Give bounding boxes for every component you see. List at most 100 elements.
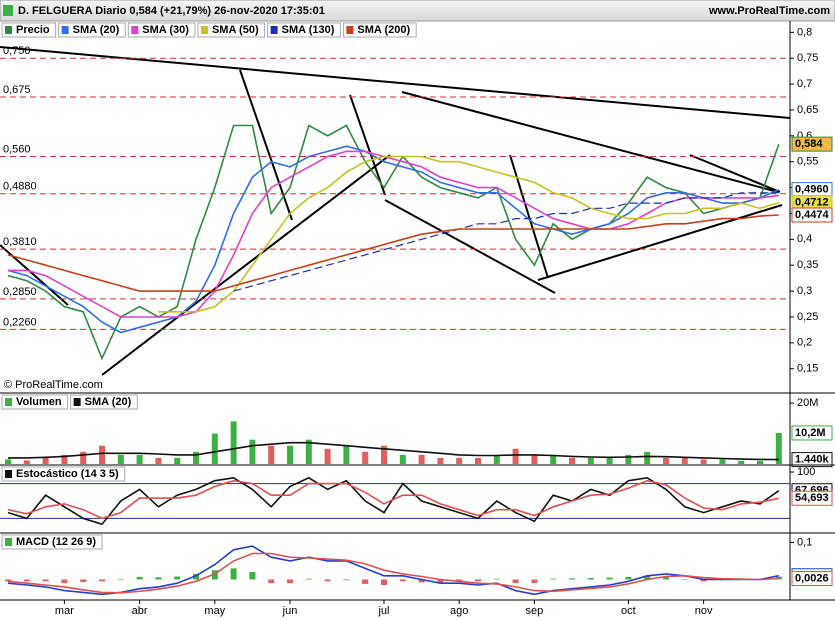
- bar: [531, 454, 538, 464]
- bar: [362, 451, 369, 464]
- legend-label: SMA (50): [212, 24, 259, 36]
- bar: [362, 579, 369, 584]
- bar: [738, 460, 745, 464]
- bar: [775, 432, 782, 464]
- bar: [531, 579, 538, 584]
- series-line: [7, 552, 779, 594]
- trend-lines: [0, 46, 791, 376]
- legend-box: [1, 466, 126, 482]
- trend-line: [401, 91, 779, 193]
- legend-label: Estocástico (14 3 5): [16, 468, 119, 480]
- bar: [324, 448, 331, 464]
- trend-line: [101, 154, 391, 376]
- level-label: 0,2850: [3, 286, 37, 298]
- y-tick-label: 0,35: [797, 259, 818, 271]
- legend-entry: Precio: [1, 22, 57, 38]
- bar: [437, 457, 444, 464]
- bar: [117, 454, 124, 464]
- bar: [268, 445, 275, 464]
- bar: [399, 454, 406, 464]
- series-line: [8, 150, 779, 318]
- series-line: [7, 476, 780, 526]
- legend-entry: SMA (200): [342, 22, 417, 38]
- y-tick-label: 0,1: [797, 536, 812, 548]
- bar: [211, 570, 218, 580]
- legend-label: SMA (30): [142, 24, 189, 36]
- bar: [418, 454, 425, 464]
- header-title: D. FELGUERA Diario 0,584 (+21,79%) 26-no…: [18, 5, 325, 17]
- y-tick-label: 0,2: [797, 337, 812, 349]
- bar: [343, 445, 350, 464]
- bar: [211, 433, 218, 464]
- bar: [61, 454, 68, 464]
- y-tick-label: 0,7: [797, 78, 812, 90]
- bar: [155, 457, 162, 464]
- bar: [700, 579, 707, 582]
- x-tick-label: oct: [621, 605, 636, 617]
- series-line: [7, 479, 779, 520]
- copyright: © ProRealTime.com: [4, 379, 103, 391]
- y-tick-label: 0,55: [797, 156, 818, 168]
- trend-line: [689, 154, 781, 193]
- legend-swatch: [61, 26, 69, 34]
- bar: [249, 439, 256, 464]
- trend-line: [509, 154, 549, 279]
- value-badge-label: 0,584: [795, 138, 823, 150]
- y-tick-label: 0,4: [797, 233, 812, 245]
- trend-line: [0, 46, 791, 119]
- legend-label: SMA (20): [73, 24, 120, 36]
- y-tick-label: 0,25: [797, 311, 818, 323]
- series-line: [8, 441, 779, 461]
- value-badge-label: 10,2M: [795, 427, 826, 439]
- bar: [418, 579, 425, 583]
- legend-entry: SMA (20): [70, 394, 138, 410]
- bar: [625, 576, 632, 580]
- x-tick-label: may: [204, 605, 225, 617]
- y-tick-label: 0,65: [797, 104, 818, 116]
- trend-line: [349, 94, 386, 196]
- bar: [569, 578, 575, 580]
- bar: [719, 459, 726, 464]
- bar: [512, 579, 519, 584]
- value-badge-label: 1.440k: [795, 454, 830, 466]
- bar: [174, 576, 181, 580]
- bar: [230, 568, 237, 580]
- header-icon: [3, 5, 13, 16]
- bar: [42, 579, 49, 582]
- bar: [99, 579, 105, 582]
- bar: [493, 454, 500, 464]
- y-tick-label: 0,8: [797, 26, 812, 38]
- bar: [23, 460, 30, 464]
- value-badge: [791, 136, 833, 152]
- bar: [700, 459, 707, 464]
- legend-box: [267, 22, 341, 38]
- bar: [155, 577, 162, 580]
- value-badge: [791, 207, 833, 223]
- bar: [268, 579, 275, 584]
- legend-box: [342, 22, 417, 38]
- legend-entry: SMA (20): [58, 22, 126, 38]
- x-tick-label: mar: [55, 605, 74, 617]
- legend-swatch: [346, 26, 354, 34]
- trend-line: [537, 204, 783, 281]
- legend-label: SMA (200): [357, 24, 410, 36]
- bar: [569, 457, 575, 464]
- bar: [757, 460, 763, 464]
- legend-entry: SMA (130): [267, 22, 341, 38]
- bar: [287, 445, 293, 464]
- bar: [249, 572, 256, 580]
- legend-swatch: [5, 26, 12, 34]
- level-label: 0,3810: [3, 236, 37, 248]
- legend-box: [58, 22, 126, 38]
- level-label: 0,4880: [3, 181, 37, 193]
- legend-swatch: [5, 538, 12, 546]
- legend-swatch: [270, 26, 278, 34]
- x-tick-label: sep: [526, 605, 544, 617]
- bar: [437, 579, 444, 584]
- value-badge-label: 0,0026: [795, 572, 829, 584]
- bar: [80, 451, 87, 464]
- legend-swatch: [73, 398, 81, 406]
- bar: [606, 577, 613, 580]
- legend-swatch: [5, 470, 12, 478]
- legend-entry: SMA (50): [197, 22, 266, 38]
